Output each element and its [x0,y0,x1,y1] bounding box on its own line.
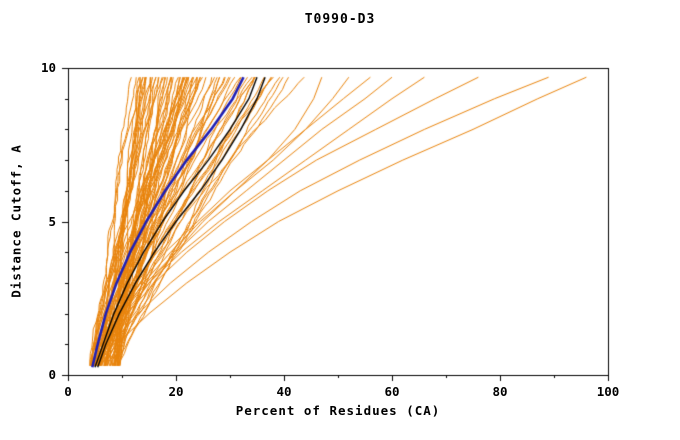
y-tick-label: 5 [48,213,56,229]
y-tick-label: 0 [48,367,56,382]
x-tick-label: 40 [276,384,292,399]
x-tick-label: 100 [596,384,620,399]
chart-title: T0990-D3 [304,12,376,27]
x-tick-label: 60 [384,384,400,399]
x-tick-label: 80 [492,384,508,399]
y-tick-label: 10 [40,60,56,75]
x-axis-label: Percent of Residues (CA) [235,403,441,418]
x-tick-label: 0 [64,384,72,399]
x-tick-label: 20 [168,384,184,399]
